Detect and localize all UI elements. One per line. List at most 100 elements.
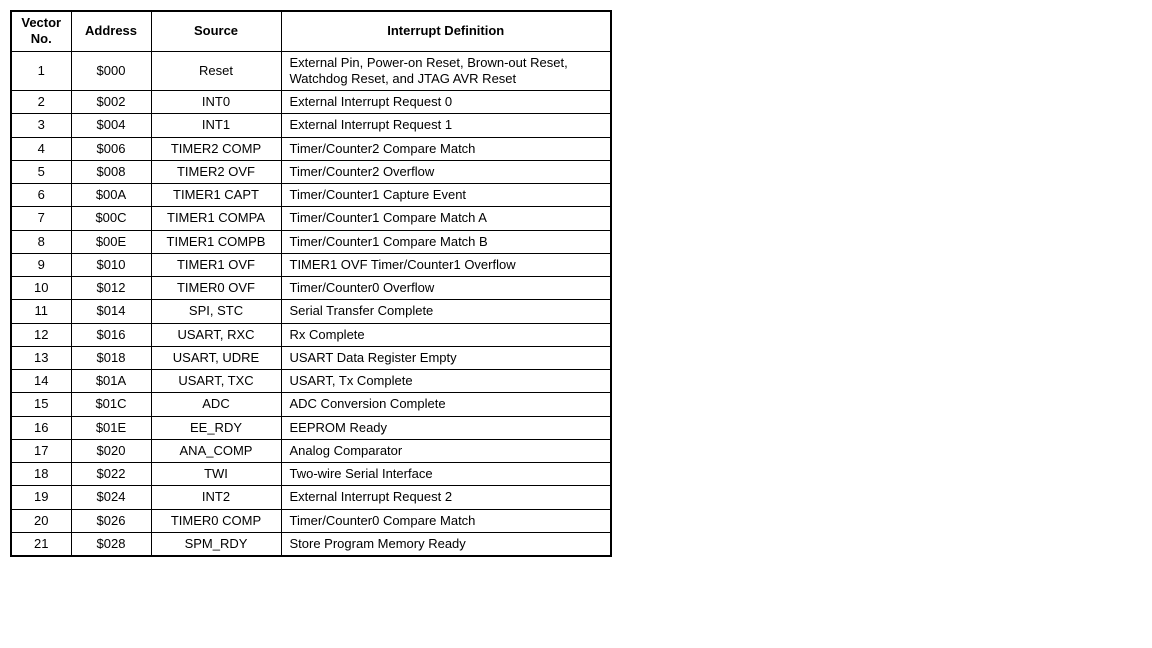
cell-address: $020 [71, 439, 151, 462]
cell-address: $004 [71, 114, 151, 137]
table-row: 1$000ResetExternal Pin, Power-on Reset, … [11, 51, 611, 91]
table-row: 9$010TIMER1 OVFTIMER1 OVF Timer/Counter1… [11, 253, 611, 276]
cell-address: $01A [71, 370, 151, 393]
table-row: 11$014SPI, STCSerial Transfer Complete [11, 300, 611, 323]
cell-vector: 15 [11, 393, 71, 416]
cell-def: Timer/Counter1 Capture Event [281, 184, 611, 207]
cell-address: $002 [71, 91, 151, 114]
table-body: 1$000ResetExternal Pin, Power-on Reset, … [11, 51, 611, 556]
cell-def: ADC Conversion Complete [281, 393, 611, 416]
cell-def: EEPROM Ready [281, 416, 611, 439]
table-row: 17$020ANA_COMPAnalog Comparator [11, 439, 611, 462]
cell-def: External Interrupt Request 0 [281, 91, 611, 114]
cell-address: $006 [71, 137, 151, 160]
col-header-vector: Vector No. [11, 11, 71, 51]
cell-source: INT2 [151, 486, 281, 509]
cell-vector: 3 [11, 114, 71, 137]
cell-source: TIMER2 OVF [151, 160, 281, 183]
cell-def: Rx Complete [281, 323, 611, 346]
cell-vector: 19 [11, 486, 71, 509]
cell-vector: 14 [11, 370, 71, 393]
cell-address: $010 [71, 253, 151, 276]
cell-source: USART, RXC [151, 323, 281, 346]
cell-source: USART, UDRE [151, 346, 281, 369]
cell-def: Timer/Counter1 Compare Match B [281, 230, 611, 253]
table-row: 19$024INT2External Interrupt Request 2 [11, 486, 611, 509]
table-row: 15$01CADCADC Conversion Complete [11, 393, 611, 416]
cell-address: $000 [71, 51, 151, 91]
table-header-row: Vector No. Address Source Interrupt Defi… [11, 11, 611, 51]
cell-source: USART, TXC [151, 370, 281, 393]
table-row: 4$006TIMER2 COMPTimer/Counter2 Compare M… [11, 137, 611, 160]
cell-source: SPM_RDY [151, 532, 281, 556]
cell-vector: 7 [11, 207, 71, 230]
table-row: 10$012TIMER0 OVFTimer/Counter0 Overflow [11, 277, 611, 300]
cell-vector: 2 [11, 91, 71, 114]
cell-def: External Interrupt Request 2 [281, 486, 611, 509]
table-row: 14$01AUSART, TXCUSART, Tx Complete [11, 370, 611, 393]
cell-def: TIMER1 OVF Timer/Counter1 Overflow [281, 253, 611, 276]
cell-def: Timer/Counter1 Compare Match A [281, 207, 611, 230]
cell-vector: 11 [11, 300, 71, 323]
cell-source: TWI [151, 463, 281, 486]
interrupt-vector-table: Vector No. Address Source Interrupt Defi… [10, 10, 612, 557]
cell-address: $024 [71, 486, 151, 509]
cell-address: $022 [71, 463, 151, 486]
cell-source: Reset [151, 51, 281, 91]
table-row: 8$00ETIMER1 COMPBTimer/Counter1 Compare … [11, 230, 611, 253]
cell-def: Analog Comparator [281, 439, 611, 462]
cell-vector: 12 [11, 323, 71, 346]
cell-address: $01C [71, 393, 151, 416]
cell-def: USART, Tx Complete [281, 370, 611, 393]
cell-vector: 8 [11, 230, 71, 253]
cell-address: $00A [71, 184, 151, 207]
cell-address: $014 [71, 300, 151, 323]
col-header-source: Source [151, 11, 281, 51]
cell-address: $028 [71, 532, 151, 556]
cell-vector: 13 [11, 346, 71, 369]
cell-vector: 1 [11, 51, 71, 91]
cell-source: EE_RDY [151, 416, 281, 439]
cell-vector: 9 [11, 253, 71, 276]
cell-source: TIMER2 COMP [151, 137, 281, 160]
cell-def: External Interrupt Request 1 [281, 114, 611, 137]
cell-vector: 17 [11, 439, 71, 462]
cell-def: Timer/Counter2 Compare Match [281, 137, 611, 160]
cell-address: $026 [71, 509, 151, 532]
cell-source: INT1 [151, 114, 281, 137]
table-row: 12$016USART, RXCRx Complete [11, 323, 611, 346]
cell-def: Timer/Counter2 Overflow [281, 160, 611, 183]
cell-def: Store Program Memory Ready [281, 532, 611, 556]
table-row: 3$004INT1External Interrupt Request 1 [11, 114, 611, 137]
table-row: 5$008TIMER2 OVFTimer/Counter2 Overflow [11, 160, 611, 183]
cell-vector: 4 [11, 137, 71, 160]
cell-vector: 21 [11, 532, 71, 556]
cell-address: $00E [71, 230, 151, 253]
cell-def: Two-wire Serial Interface [281, 463, 611, 486]
table-row: 16$01EEE_RDYEEPROM Ready [11, 416, 611, 439]
cell-address: $018 [71, 346, 151, 369]
cell-source: TIMER0 OVF [151, 277, 281, 300]
cell-source: TIMER1 COMPA [151, 207, 281, 230]
table-row: 2$002INT0External Interrupt Request 0 [11, 91, 611, 114]
cell-def: External Pin, Power-on Reset, Brown-out … [281, 51, 611, 91]
cell-def: Timer/Counter0 Overflow [281, 277, 611, 300]
cell-source: TIMER1 COMPB [151, 230, 281, 253]
cell-vector: 18 [11, 463, 71, 486]
table-row: 18$022TWITwo-wire Serial Interface [11, 463, 611, 486]
cell-vector: 6 [11, 184, 71, 207]
table-row: 6$00ATIMER1 CAPTTimer/Counter1 Capture E… [11, 184, 611, 207]
cell-vector: 5 [11, 160, 71, 183]
table-row: 21$028SPM_RDYStore Program Memory Ready [11, 532, 611, 556]
cell-source: SPI, STC [151, 300, 281, 323]
col-header-def: Interrupt Definition [281, 11, 611, 51]
cell-address: $01E [71, 416, 151, 439]
table-row: 7$00CTIMER1 COMPATimer/Counter1 Compare … [11, 207, 611, 230]
cell-address: $00C [71, 207, 151, 230]
cell-address: $016 [71, 323, 151, 346]
cell-def: USART Data Register Empty [281, 346, 611, 369]
cell-source: ADC [151, 393, 281, 416]
cell-source: ANA_COMP [151, 439, 281, 462]
table-row: 13$018USART, UDREUSART Data Register Emp… [11, 346, 611, 369]
table-row: 20$026TIMER0 COMPTimer/Counter0 Compare … [11, 509, 611, 532]
